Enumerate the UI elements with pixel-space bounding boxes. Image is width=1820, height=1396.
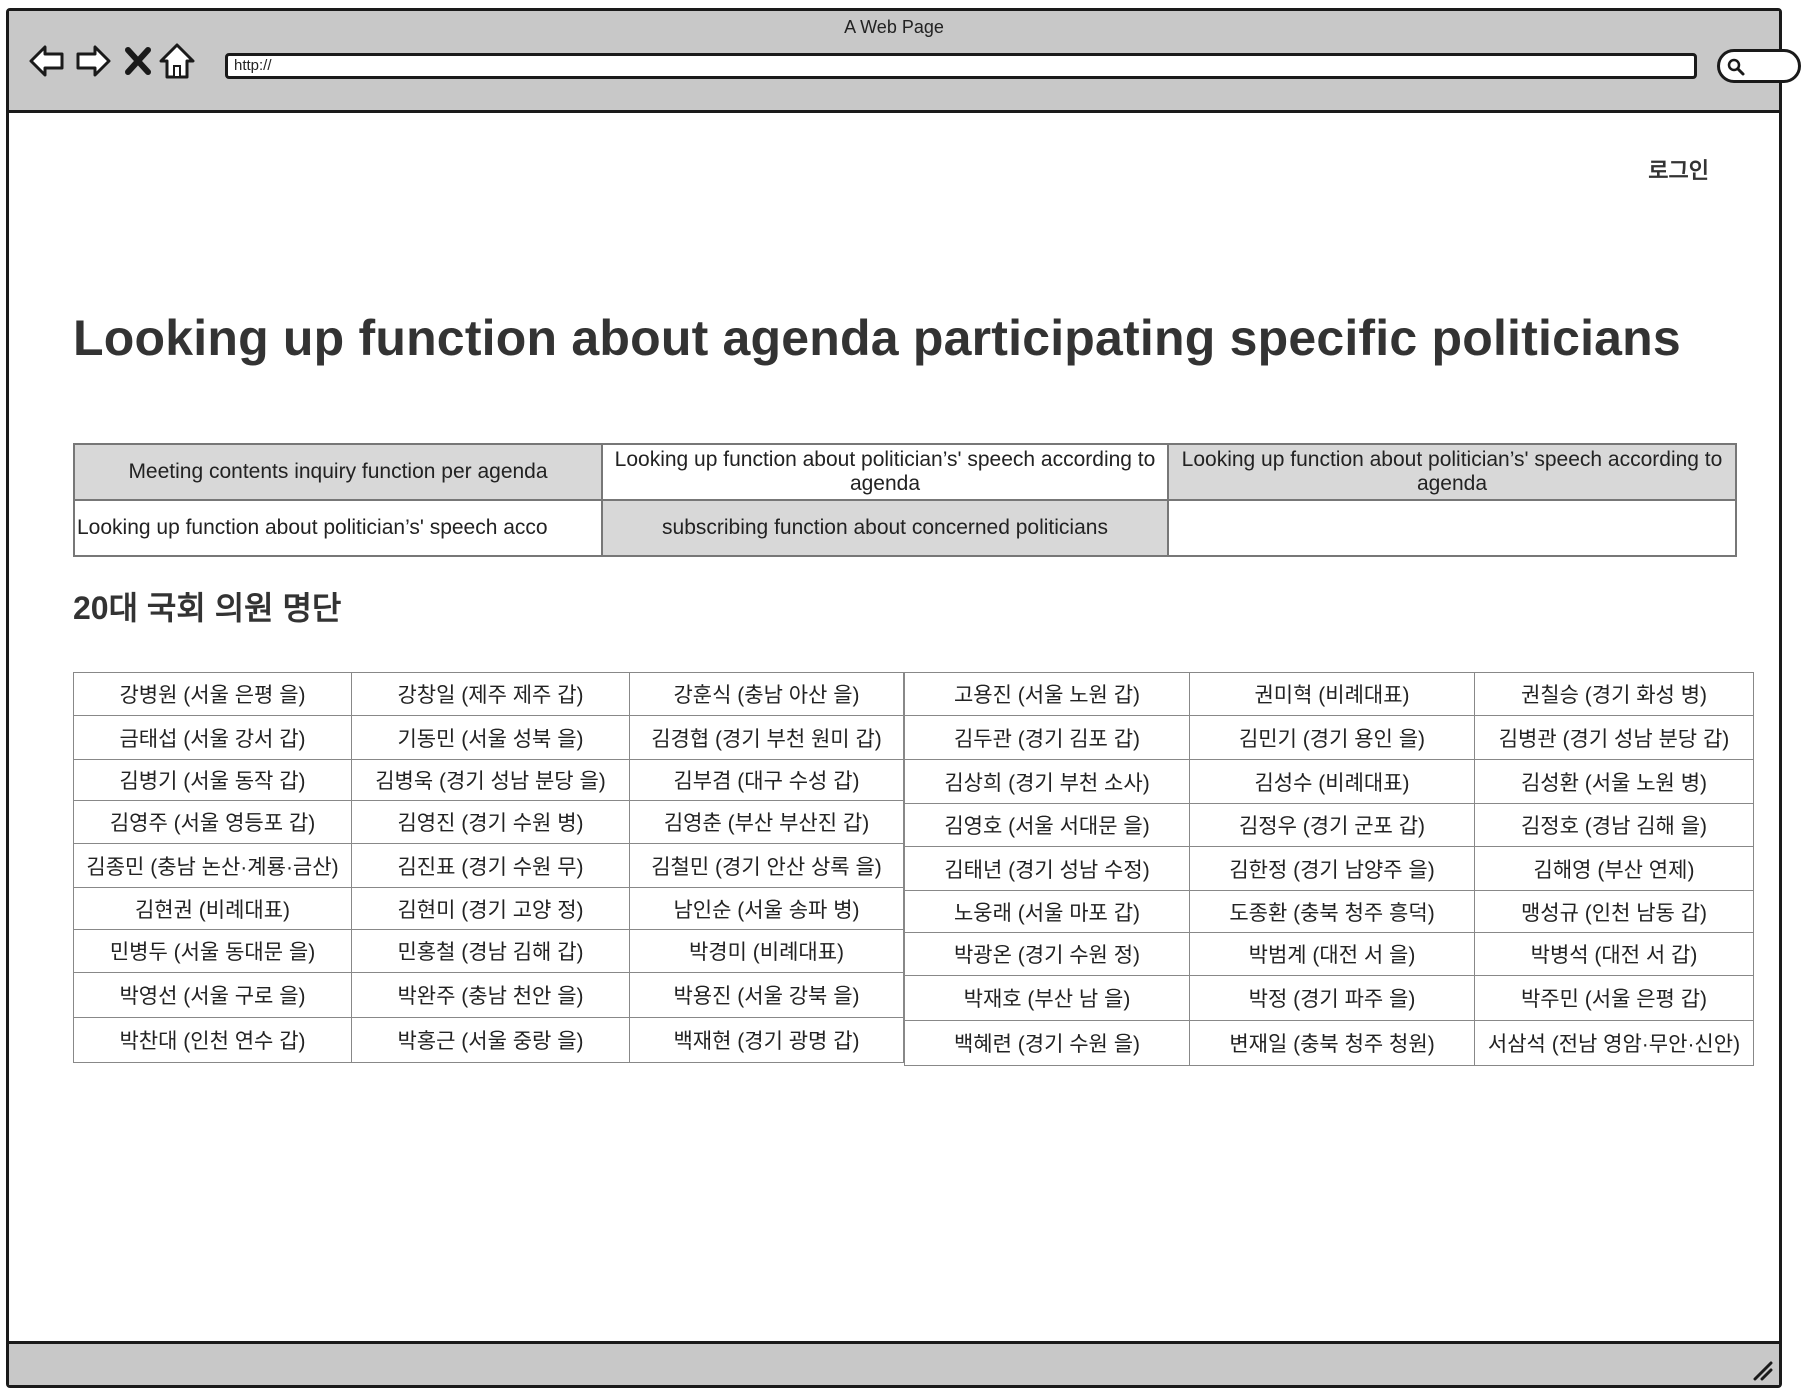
politician-cell[interactable]: 민병두 (서울 동대문 을) — [73, 929, 352, 973]
resize-grip-icon[interactable] — [1751, 1359, 1773, 1381]
politician-cell[interactable]: 김상희 (경기 부천 소사) — [904, 759, 1190, 804]
politician-cell[interactable]: 기동민 (서울 성북 을) — [351, 715, 630, 760]
page-title: Looking up function about agenda partici… — [73, 310, 1681, 366]
politician-cell[interactable]: 박정 (경기 파주 을) — [1189, 975, 1475, 1021]
home-icon[interactable] — [157, 41, 197, 81]
function-cell[interactable]: Looking up function about politician’s' … — [73, 499, 603, 557]
function-cell[interactable]: Looking up function about politician’s' … — [601, 443, 1169, 501]
status-bar — [9, 1341, 1779, 1385]
roster-title: 20대 국회 의원 명단 — [73, 590, 342, 626]
roster-row: 백혜련 (경기 수원 을) 변재일 (충북 청주 청원) 서삼석 (전남 영암·무안… — [904, 1020, 1754, 1066]
politician-cell[interactable]: 백혜련 (경기 수원 을) — [904, 1020, 1190, 1066]
politician-cell[interactable]: 박광온 (경기 수원 정) — [904, 932, 1190, 976]
politician-cell[interactable]: 김한정 (경기 남양주 을) — [1189, 846, 1475, 891]
close-x-icon[interactable] — [123, 41, 153, 81]
politician-cell[interactable]: 강창일 (제주 제주 갑) — [351, 672, 630, 716]
roster-row: 김병기 (서울 동작 갑) 김병욱 (경기 성남 분당 을) 김부겸 (대구 수성 … — [73, 759, 904, 801]
function-cell[interactable]: Meeting contents inquiry function per ag… — [73, 443, 603, 501]
politician-cell[interactable]: 김정호 (경남 김해 을) — [1474, 803, 1754, 847]
politician-cell[interactable]: 김영주 (서울 영등포 갑) — [73, 800, 352, 844]
politician-cell[interactable]: 김민기 (경기 용인 을) — [1189, 715, 1475, 760]
roster-row: 김영호 (서울 서대문 을) 김정우 (경기 군포 갑) 김정호 (경남 김해 을) — [904, 803, 1754, 847]
roster-row: 고용진 (서울 노원 갑) 권미혁 (비례대표) 권칠승 (경기 화성 병) — [904, 672, 1754, 716]
search-icon — [1727, 58, 1745, 76]
roster-row: 금태섭 (서울 강서 갑) 기동민 (서울 성북 을) 김경협 (경기 부천 원미 … — [73, 715, 904, 760]
politician-cell[interactable]: 강병원 (서울 은평 을) — [73, 672, 352, 716]
politician-cell[interactable]: 박주민 (서울 은평 갑) — [1474, 975, 1754, 1021]
function-cell[interactable]: Looking up function about politician’s' … — [1167, 443, 1737, 501]
politician-cell[interactable]: 맹성규 (인천 남동 갑) — [1474, 890, 1754, 933]
function-cell — [1167, 499, 1737, 557]
roster-table-left: 강병원 (서울 은평 을) 강창일 (제주 제주 갑) 강훈식 (충남 아산 을) 금… — [73, 672, 904, 1063]
roster-row: 노웅래 (서울 마포 갑) 도종환 (충북 청주 흥덕) 맹성규 (인천 남동 갑) — [904, 890, 1754, 933]
roster-row: 김상희 (경기 부천 소사) 김성수 (비례대표) 김성환 (서울 노원 병) — [904, 759, 1754, 804]
politician-cell[interactable]: 김경협 (경기 부천 원미 갑) — [629, 715, 904, 760]
roster-row: 김종민 (충남 논산·계룡·금산) 김진표 (경기 수원 무) 김철민 (경기 안산… — [73, 843, 904, 888]
roster-row: 김두관 (경기 김포 갑) 김민기 (경기 용인 을) 김병관 (경기 성남 분당 … — [904, 715, 1754, 760]
function-table: Meeting contents inquiry function per ag… — [73, 443, 1737, 557]
function-row: Meeting contents inquiry function per ag… — [73, 443, 1737, 501]
politician-cell[interactable]: 김성환 (서울 노원 병) — [1474, 759, 1754, 804]
politician-cell[interactable]: 도종환 (충북 청주 흥덕) — [1189, 890, 1475, 933]
politician-cell[interactable]: 박홍근 (서울 중랑 을) — [351, 1017, 630, 1063]
politician-cell[interactable]: 서삼석 (전남 영암·무안·신안) — [1474, 1020, 1754, 1066]
politician-cell[interactable]: 김현미 (경기 고양 정) — [351, 887, 630, 930]
politician-cell[interactable]: 김영춘 (부산 부산진 갑) — [629, 800, 904, 844]
politician-cell[interactable]: 민홍철 (경남 김해 갑) — [351, 929, 630, 973]
politician-cell[interactable]: 박영선 (서울 구로 을) — [73, 972, 352, 1018]
roster-row: 박찬대 (인천 연수 갑) 박홍근 (서울 중랑 을) 백재현 (경기 광명 갑) — [73, 1017, 904, 1063]
window-title: A Web Page — [844, 17, 944, 37]
page-content: 로그인 Looking up function about agenda par… — [9, 113, 1779, 1341]
roster-row: 박재호 (부산 남 을) 박정 (경기 파주 을) 박주민 (서울 은평 갑) — [904, 975, 1754, 1021]
politician-cell[interactable]: 권미혁 (비례대표) — [1189, 672, 1475, 716]
politician-cell[interactable]: 김두관 (경기 김포 갑) — [904, 715, 1190, 760]
politician-cell[interactable]: 김현권 (비례대표) — [73, 887, 352, 930]
login-link[interactable]: 로그인 — [1648, 158, 1709, 183]
politician-cell[interactable]: 김철민 (경기 안산 상록 을) — [629, 843, 904, 888]
politician-cell[interactable]: 박재호 (부산 남 을) — [904, 975, 1190, 1021]
roster-row: 민병두 (서울 동대문 을) 민홍철 (경남 김해 갑) 박경미 (비례대표) — [73, 929, 904, 973]
politician-cell[interactable]: 김종민 (충남 논산·계룡·금산) — [73, 843, 352, 888]
politician-cell[interactable]: 남인순 (서울 송파 병) — [629, 887, 904, 930]
back-arrow-icon[interactable] — [27, 41, 67, 81]
browser-window: A Web Page http:// 로그인 Looki — [6, 8, 1801, 1388]
politician-cell[interactable]: 고용진 (서울 노원 갑) — [904, 672, 1190, 716]
roster-row: 박광온 (경기 수원 정) 박범계 (대전 서 을) 박병석 (대전 서 갑) — [904, 932, 1754, 976]
politician-cell[interactable]: 김정우 (경기 군포 갑) — [1189, 803, 1475, 847]
politician-cell[interactable]: 강훈식 (충남 아산 을) — [629, 672, 904, 716]
roster-row: 김현권 (비례대표) 김현미 (경기 고양 정) 남인순 (서울 송파 병) — [73, 887, 904, 930]
function-row: Looking up function about politician’s' … — [73, 499, 1737, 557]
politician-cell[interactable]: 박찬대 (인천 연수 갑) — [73, 1017, 352, 1063]
politician-cell[interactable]: 김영호 (서울 서대문 을) — [904, 803, 1190, 847]
politician-cell[interactable]: 변재일 (충북 청주 청원) — [1189, 1020, 1475, 1066]
politician-cell[interactable]: 김해영 (부산 연제) — [1474, 846, 1754, 891]
politician-cell[interactable]: 김진표 (경기 수원 무) — [351, 843, 630, 888]
forward-arrow-icon[interactable] — [73, 41, 113, 81]
roster-row: 박영선 (서울 구로 을) 박완주 (충남 천안 을) 박용진 (서울 강북 을) — [73, 972, 904, 1018]
politician-cell[interactable]: 김병기 (서울 동작 갑) — [73, 759, 352, 801]
politician-cell[interactable]: 금태섭 (서울 강서 갑) — [73, 715, 352, 760]
roster-row: 김태년 (경기 성남 수정) 김한정 (경기 남양주 을) 김해영 (부산 연제) — [904, 846, 1754, 891]
search-input[interactable] — [1717, 49, 1801, 83]
politician-cell[interactable]: 박범계 (대전 서 을) — [1189, 932, 1475, 976]
url-input[interactable]: http:// — [225, 53, 1697, 79]
politician-cell[interactable]: 백재현 (경기 광명 갑) — [629, 1017, 904, 1063]
function-cell[interactable]: subscribing function about concerned pol… — [601, 499, 1169, 557]
browser-titlebar: A Web Page http:// — [9, 11, 1801, 113]
politician-cell[interactable]: 김영진 (경기 수원 병) — [351, 800, 630, 844]
politician-cell[interactable]: 김병욱 (경기 성남 분당 을) — [351, 759, 630, 801]
politician-cell[interactable]: 김태년 (경기 성남 수정) — [904, 846, 1190, 891]
politician-cell[interactable]: 박완주 (충남 천안 을) — [351, 972, 630, 1018]
politician-cell[interactable]: 김부겸 (대구 수성 갑) — [629, 759, 904, 801]
politician-cell[interactable]: 김병관 (경기 성남 분당 갑) — [1474, 715, 1754, 760]
roster-row: 김영주 (서울 영등포 갑) 김영진 (경기 수원 병) 김영춘 (부산 부산진 갑… — [73, 800, 904, 844]
roster-row: 강병원 (서울 은평 을) 강창일 (제주 제주 갑) 강훈식 (충남 아산 을) — [73, 672, 904, 716]
politician-cell[interactable]: 박경미 (비례대표) — [629, 929, 904, 973]
politician-cell[interactable]: 김성수 (비례대표) — [1189, 759, 1475, 804]
politician-cell[interactable]: 박용진 (서울 강북 을) — [629, 972, 904, 1018]
politician-cell[interactable]: 노웅래 (서울 마포 갑) — [904, 890, 1190, 933]
politician-cell[interactable]: 권칠승 (경기 화성 병) — [1474, 672, 1754, 716]
politician-cell[interactable]: 박병석 (대전 서 갑) — [1474, 932, 1754, 976]
roster-table-right: 고용진 (서울 노원 갑) 권미혁 (비례대표) 권칠승 (경기 화성 병) 김두관 … — [904, 672, 1754, 1066]
